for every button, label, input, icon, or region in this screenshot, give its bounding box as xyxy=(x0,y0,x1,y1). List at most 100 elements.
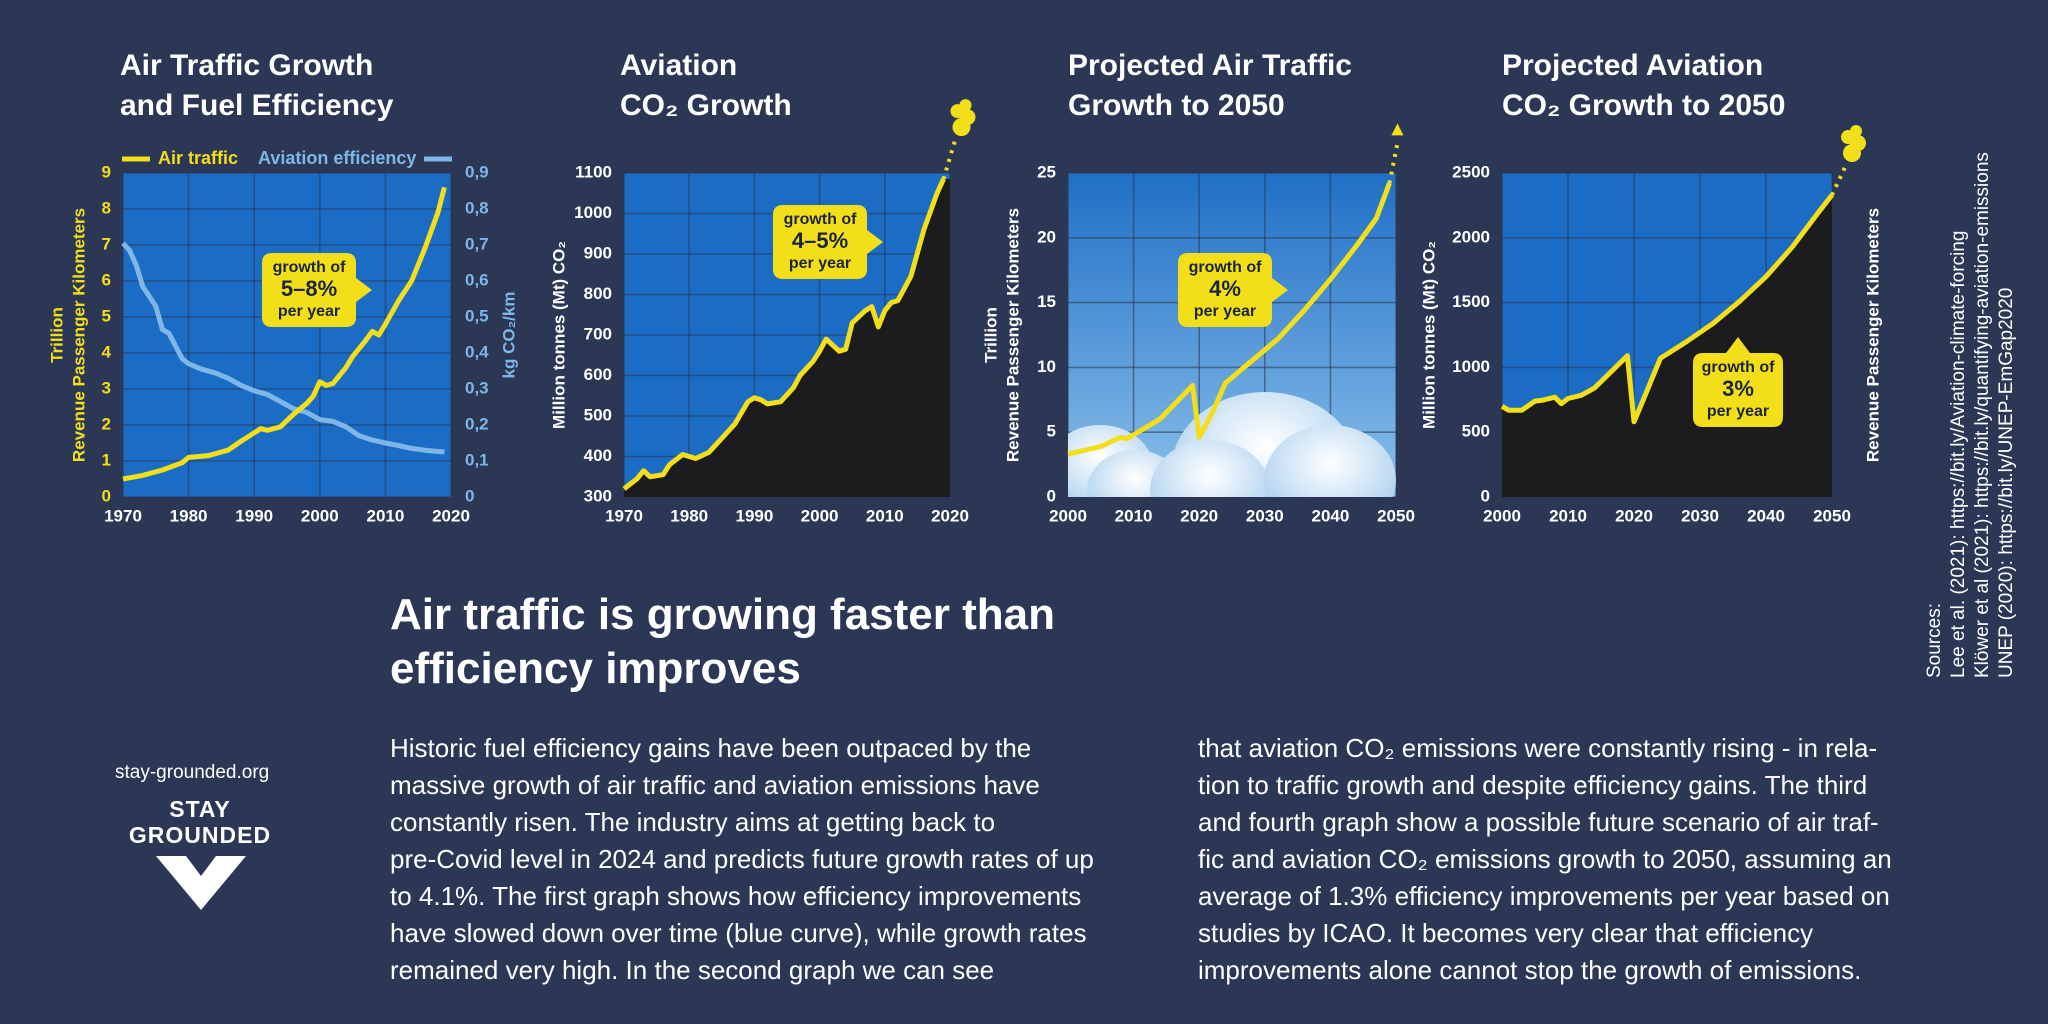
chart3-y-tick: 5 xyxy=(1047,422,1056,441)
chart3-x-tick: 2030 xyxy=(1246,506,1284,525)
chart2-y-tick: 1100 xyxy=(575,162,612,181)
chart1-callout-line-1: growth of xyxy=(273,259,347,276)
chart2-y-tick: 900 xyxy=(584,243,612,262)
chart2-y-tick: 1000 xyxy=(574,203,612,222)
chart1-y-tick-right: 0,8 xyxy=(465,198,489,217)
chart2-y-tick: 600 xyxy=(584,365,612,384)
chart1-x-tick: 2010 xyxy=(366,506,404,525)
chart3-x-tick: 2050 xyxy=(1377,506,1415,525)
chart2-x-tick: 2010 xyxy=(866,506,904,525)
chart3-x-tick: 2010 xyxy=(1115,506,1153,525)
brand-name: STAY GROUNDED xyxy=(128,796,272,848)
chart4-y-tick: 1500 xyxy=(1452,292,1490,311)
chart1-x-tick: 2020 xyxy=(432,506,470,525)
charts-canvas: 1970 1980 1990 2000 2010 2020012345678900,10,… xyxy=(47,99,1882,525)
chart4-y-tick: 2500 xyxy=(1452,162,1490,181)
chart3-x-tick: 2040 xyxy=(1311,506,1349,525)
chart2-projection-dots xyxy=(941,138,958,180)
chart4-series-line xyxy=(1500,193,1834,425)
chart2-series-line xyxy=(622,178,946,491)
chart3-callout-bubble xyxy=(1178,253,1288,327)
chart3-y-tick: 20 xyxy=(1037,227,1056,246)
chart4-callout-line-3: per year xyxy=(1707,403,1769,420)
chart1-y-tick-right: 0,5 xyxy=(465,306,489,325)
chart2-x-tick: 1990 xyxy=(735,506,773,525)
chart3-series-line xyxy=(1067,182,1392,457)
chart2-title: Aviation CO₂ Growth xyxy=(620,49,792,122)
chart1-ylabel-left-1: Trillion xyxy=(47,307,66,363)
chart4-y-tick: 0 xyxy=(1481,486,1490,505)
chart2-callout-line-1: growth of xyxy=(784,211,858,228)
chart4-title: Projected Aviation CO₂ Growth to 2050 xyxy=(1502,49,1786,122)
chart4-projection-dots xyxy=(1830,164,1848,196)
chart1-y-tick: 9 xyxy=(102,162,111,181)
chart2-callout-line-2: 4–5% xyxy=(792,228,848,253)
chart3-callout-line-2: 4% xyxy=(1209,276,1241,301)
chart4-callout-line-1: growth of xyxy=(1702,359,1776,376)
chart3-y-tick: 10 xyxy=(1037,357,1056,376)
chart3-y-tick: 0 xyxy=(1047,486,1056,505)
chart3-callout-line-1: growth of xyxy=(1189,259,1263,276)
chart1-y-tick-right: 0,7 xyxy=(465,234,489,253)
chart2-y-tick: 700 xyxy=(584,324,612,343)
chart1-y-tick: 2 xyxy=(102,414,111,433)
chart1-y-tick: 6 xyxy=(102,270,111,289)
chart4-callout: growth of3% per year xyxy=(1693,337,1783,427)
chart4-callout-line-2: 3% xyxy=(1722,376,1754,401)
chart1-y-tick: 0 xyxy=(102,486,111,505)
chart2-y-tick: 400 xyxy=(584,446,612,465)
chart3-callout-line-3: per year xyxy=(1194,303,1256,320)
chart4-x-tick: 2040 xyxy=(1747,506,1785,525)
chart4-y-tick: 500 xyxy=(1462,422,1490,441)
chart1-ylabel-right: kg CO₂/km xyxy=(499,292,518,379)
chart1-x-tick: 1990 xyxy=(235,506,273,525)
chart3-callout: growth of4% per year xyxy=(1178,253,1288,327)
chart2-y-tick: 500 xyxy=(584,405,612,424)
chart1-callout-line-2: 5–8% xyxy=(281,276,337,301)
chart1-series-air-traffic xyxy=(122,186,447,482)
chart3-ylabel-1: Trillion xyxy=(981,307,1000,363)
headline: Air traffic is growing faster than effic… xyxy=(390,590,1055,693)
chart1-y-tick-right: 0 xyxy=(465,486,474,505)
chart4-ylabel: Million tonnes (Mt) CO₂ xyxy=(1419,241,1438,429)
chart3-y-tick: 25 xyxy=(1037,162,1056,181)
chart4-callout-bubble xyxy=(1693,337,1783,427)
chart2-x-tick: 2020 xyxy=(931,506,969,525)
chart3-x-tick: 2000 xyxy=(1049,506,1087,525)
chart1-y-tick-right: 0,1 xyxy=(465,450,489,469)
chart2-x-tick: 2000 xyxy=(801,506,839,525)
stay-grounded-logo-icon xyxy=(156,856,246,910)
chart1-x-tick: 2000 xyxy=(301,506,339,525)
chart3-clouds xyxy=(1068,392,1396,497)
chart2-x-tick: 1970 xyxy=(605,506,643,525)
chart1-legend-efficiency: Aviation efficiency xyxy=(258,148,416,168)
chart1-x-tick: 1980 xyxy=(170,506,208,525)
chart1-series-efficiency xyxy=(121,241,445,455)
chart1-y-tick: 3 xyxy=(102,378,111,397)
chart1-y-tick-right: 0,9 xyxy=(465,162,489,181)
chart4-x-tick: 2000 xyxy=(1483,506,1521,525)
chart2-smoke-icon xyxy=(950,99,976,137)
chart4-smoke-puff xyxy=(1850,125,1862,138)
chart3-ylabel-2: Revenue Passenger Kilometers xyxy=(1003,208,1022,462)
chart2-ylabel: Million tonnes (Mt) CO₂ xyxy=(549,241,568,429)
chart3-y-tick: 15 xyxy=(1037,292,1056,311)
chart1-callout: growth of5–8% per year xyxy=(262,253,372,327)
chart2-smoke-puff xyxy=(959,99,972,112)
chart2-callout-line-3: per year xyxy=(789,255,851,272)
chart1-callout-bubble xyxy=(262,253,372,327)
chart4-x-tick: 2010 xyxy=(1549,506,1587,525)
chart2-y-tick: 800 xyxy=(584,284,612,303)
chart1-y-tick-right: 0,2 xyxy=(465,414,489,433)
chart3-cloud xyxy=(1264,425,1396,497)
chart1-y-tick: 1 xyxy=(102,450,111,469)
chart3-cloud xyxy=(1150,440,1270,497)
chart1-y-tick-right: 0,4 xyxy=(465,342,489,361)
chart1-callout-line-3: per year xyxy=(278,303,340,320)
chart2-y-tick: 300 xyxy=(584,486,612,505)
brand-url[interactable]: stay-grounded.org xyxy=(115,762,270,783)
chart4-ylabel-right: Revenue Passenger Kilometers xyxy=(1863,208,1882,462)
chart1-y-tick-right: 0,6 xyxy=(465,270,489,289)
chart4-y-tick: 2000 xyxy=(1452,227,1490,246)
chart2-area-fill xyxy=(624,179,950,497)
